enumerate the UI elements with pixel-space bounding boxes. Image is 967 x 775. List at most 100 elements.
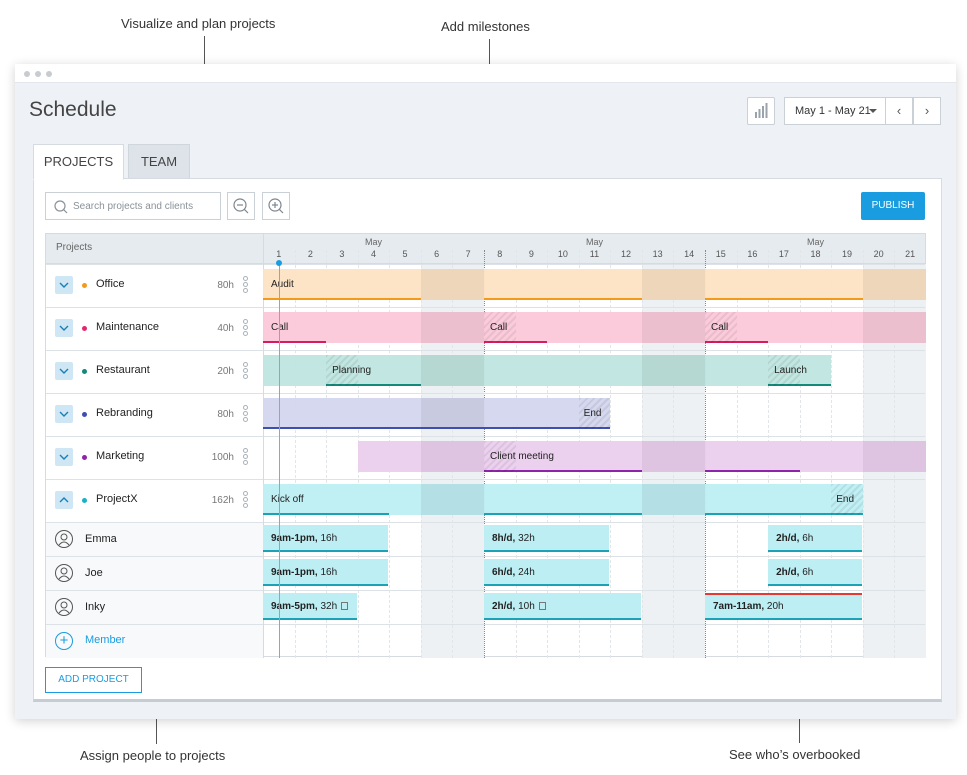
project-name[interactable]: Office	[96, 278, 125, 290]
assignment-bar[interactable]	[483, 525, 610, 552]
assignment-schedule: 9am-1pm,	[271, 533, 318, 544]
today-marker	[276, 260, 283, 266]
assignment-bar[interactable]	[263, 525, 389, 552]
prev-range-button[interactable]: ‹	[885, 97, 913, 125]
member-name[interactable]: Inky	[85, 601, 106, 613]
member-name[interactable]: Joe	[85, 567, 103, 579]
project-bar[interactable]	[263, 269, 926, 300]
assignment-bar[interactable]	[768, 525, 862, 552]
milestone-label[interactable]: Call	[489, 322, 508, 333]
bar-weekend-shade	[420, 355, 453, 386]
assignment-bar[interactable]	[263, 559, 389, 586]
bar-weekend-shade	[420, 312, 453, 343]
search-input[interactable]: Search projects and clients	[45, 192, 221, 220]
more-options-icon[interactable]	[243, 405, 249, 423]
tab-team[interactable]: TEAM	[128, 144, 190, 180]
date-range-value: May 1 - May 21	[795, 105, 871, 117]
milestone-label[interactable]: Call	[710, 322, 729, 333]
more-options-icon[interactable]	[243, 448, 249, 466]
date-range-select[interactable]: May 1 - May 21	[784, 97, 886, 125]
assignment-schedule: 9am-5pm,	[271, 601, 318, 612]
row-divider	[46, 590, 925, 591]
project-name[interactable]: Maintenance	[96, 321, 159, 333]
chart-toggle-button[interactable]	[747, 97, 775, 125]
projects-column-header: Projects	[56, 242, 93, 253]
project-bar[interactable]	[263, 398, 611, 429]
callout-milestones: Add milestones	[441, 19, 530, 34]
project-bar[interactable]	[263, 355, 832, 386]
milestone-label[interactable]: Client meeting	[489, 451, 554, 462]
assignment-schedule: 7am-11am,	[712, 601, 765, 612]
more-options-dot	[243, 503, 248, 508]
callout-overbooked: See who’s overbooked	[729, 747, 861, 762]
assignment-label: 6h/d, 24h	[492, 567, 535, 578]
bar-weekend-shade	[452, 312, 484, 343]
expand-toggle-button[interactable]	[55, 491, 73, 509]
bar-underline	[263, 427, 611, 429]
assignment-bar-overbooked[interactable]	[704, 593, 862, 620]
expand-toggle-button[interactable]	[55, 405, 73, 423]
zoom-out-button[interactable]	[227, 192, 255, 220]
project-bar[interactable]	[263, 484, 863, 515]
publish-button[interactable]: PUBLISH	[861, 192, 925, 220]
assignment-schedule: 8h/d,	[491, 533, 516, 544]
project-hours: 80h	[217, 280, 234, 291]
more-options-dot	[243, 454, 248, 459]
day-label: 2	[307, 249, 313, 259]
more-options-dot	[243, 497, 248, 502]
project-name[interactable]: Restaurant	[96, 364, 150, 376]
project-bar[interactable]	[357, 441, 926, 472]
project-bar[interactable]	[263, 312, 926, 343]
next-range-button[interactable]: ›	[913, 97, 941, 125]
chevron-down-icon	[59, 411, 69, 417]
day-label: 4	[370, 249, 376, 259]
assignment-bar[interactable]	[483, 559, 610, 586]
milestone-hatch	[483, 312, 516, 343]
milestone-label[interactable]: Planning	[332, 365, 372, 376]
more-options-icon[interactable]	[243, 276, 249, 294]
milestone-label[interactable]: End	[836, 494, 855, 505]
bar-underline	[483, 341, 548, 343]
member-name[interactable]: Emma	[85, 533, 117, 545]
project-name[interactable]: Rebranding	[96, 407, 153, 419]
more-options-dot	[243, 368, 248, 373]
bar-underline	[768, 384, 832, 386]
tab-projects[interactable]: PROJECTS	[33, 144, 124, 180]
assignment-schedule: 9am-1pm,	[271, 567, 318, 578]
day-label: 12	[621, 249, 632, 259]
assignment-label: 2h/d, 6h	[776, 533, 813, 544]
project-color-dot	[82, 326, 87, 331]
search-icon	[54, 200, 68, 214]
more-options-icon[interactable]	[243, 319, 249, 337]
assignment-bar[interactable]	[768, 559, 862, 586]
day-label: 19	[842, 249, 853, 259]
day-label: 11	[589, 249, 600, 259]
assignment-bar[interactable]	[263, 593, 357, 620]
project-name[interactable]: ProjectX	[96, 493, 138, 505]
zoom-in-button[interactable]	[262, 192, 290, 220]
project-color-dot	[82, 455, 87, 460]
milestone-label[interactable]: End	[583, 408, 602, 419]
day-label: 1	[276, 249, 282, 259]
assignment-hours: 24h	[515, 567, 535, 578]
month-label: May	[364, 237, 382, 247]
day-label: 16	[747, 249, 758, 259]
add-project-button[interactable]: ADD PROJECT	[45, 667, 142, 693]
project-color-dot	[82, 283, 87, 288]
assignment-bar[interactable]	[483, 593, 641, 620]
more-options-dot	[243, 417, 248, 422]
more-options-icon[interactable]	[243, 362, 249, 380]
milestone-hatch	[768, 355, 800, 386]
expand-toggle-button[interactable]	[55, 362, 73, 380]
expand-toggle-button[interactable]	[55, 448, 73, 466]
assignment-hours: 32h	[515, 533, 535, 544]
expand-toggle-button[interactable]	[55, 276, 73, 294]
expand-toggle-button[interactable]	[55, 319, 73, 337]
bar-weekend-shade	[894, 312, 926, 343]
more-options-icon[interactable]	[243, 491, 249, 509]
add-member-button[interactable]: + Member	[55, 632, 135, 650]
project-name[interactable]: Marketing	[96, 450, 145, 462]
milestone-label[interactable]: Launch	[774, 365, 807, 376]
row-divider	[46, 556, 925, 557]
bar-weekend-shade	[420, 269, 453, 300]
